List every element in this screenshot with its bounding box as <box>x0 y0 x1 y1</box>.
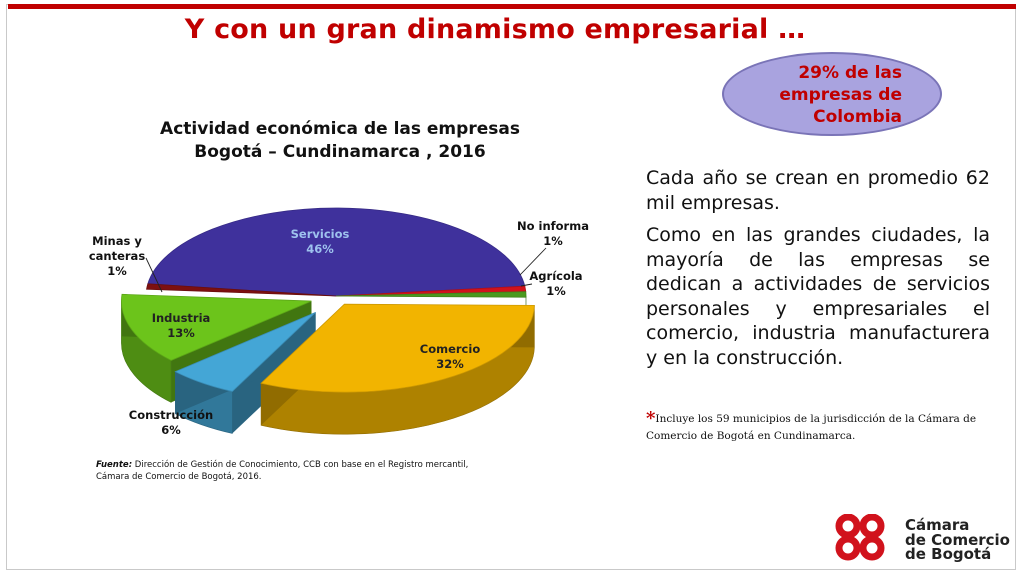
slide-title: Y con un gran dinamismo empresarial … <box>184 14 806 45</box>
stat-callout-oval <box>722 52 942 136</box>
body-paragraph-2: Como en las grandes ciudades, la mayoría… <box>646 224 990 369</box>
ccb-logo-icon <box>835 514 885 561</box>
pie-label-line-no_informa-0: No informa <box>517 219 589 233</box>
pie-label-line-construccion-1: 6% <box>161 423 181 437</box>
pie-label-line-agricola-1: 1% <box>546 284 566 298</box>
pie-label-line-no_informa-1: 1% <box>543 234 563 248</box>
pie-label-agricola: Agrícola 1% <box>529 269 582 298</box>
pie-chart: Servicios 46%No informa 1%Agrícola 1%Comerc… <box>89 207 589 437</box>
stat-callout-text: 29% de las empresas de Colombia <box>779 63 902 127</box>
pie-slice-industria <box>121 293 312 361</box>
chart-title: Actividad económica de las empresas Bogo… <box>160 119 520 162</box>
pie-label-industria: Industria 13% <box>152 311 211 340</box>
leader-line-agricola <box>520 283 533 287</box>
pie-slice-agricola <box>335 291 527 298</box>
pie-label-comercio: Comercio 32% <box>420 342 481 371</box>
pie-label-line-agricola-0: Agrícola <box>529 269 582 283</box>
leader-line-minas <box>145 257 163 293</box>
pie-slice-comercio <box>260 303 535 393</box>
source-text: Dirección de Gestión de Conocimiento, CC… <box>96 460 469 482</box>
pie-label-line-comercio-1: 32% <box>436 357 464 371</box>
pie-label-minas: Minas y canteras 1% <box>89 234 145 278</box>
pie-label-line-minas-0: Minas y <box>92 234 142 248</box>
pie-label-line-construccion-0: Construcción <box>129 408 213 422</box>
body-text: Cada año se crean en promedio 62 mil emp… <box>646 166 990 378</box>
pie-tops <box>121 207 535 393</box>
chart-source: Fuente: Dirección de Gestión de Conocimi… <box>96 459 496 483</box>
pie-label-line-servicios-0: Servicios <box>291 227 350 241</box>
body-paragraph-1: Cada año se crean en promedio 62 mil emp… <box>646 167 990 214</box>
pie-label-line-industria-1: 13% <box>167 326 195 340</box>
leader-line-no_informa <box>519 247 547 276</box>
pie-slice-servicios <box>147 207 526 297</box>
pie-label-no_informa: No informa 1% <box>517 219 589 248</box>
pie-slice-minas <box>146 283 337 297</box>
pie-label-construccion: Construcción 6% <box>129 408 213 437</box>
pie-label-servicios: Servicios 46% <box>291 227 350 256</box>
footnote: *Incluye los 59 municipios de la jurisdi… <box>646 410 986 445</box>
footnote-text: Incluye los 59 municipios de la jurisdic… <box>646 413 977 442</box>
footnote-star: * <box>646 408 656 429</box>
top-accent-bar <box>8 4 1016 9</box>
pie-label-line-minas-1: canteras <box>89 249 145 263</box>
logo-wordmark: Cámara de Comercio de Bogotá <box>905 516 1010 563</box>
pie-label-line-industria-0: Industria <box>152 311 211 325</box>
pie-slice-construccion <box>174 311 316 392</box>
pie-label-line-servicios-1: 46% <box>306 242 334 256</box>
pie-label-line-minas-2: 1% <box>107 264 127 278</box>
source-label: Fuente: <box>96 460 133 470</box>
pie-label-line-comercio-0: Comercio <box>420 342 481 356</box>
pie-labels: Servicios 46%No informa 1%Agrícola 1%Comerc… <box>89 219 589 437</box>
